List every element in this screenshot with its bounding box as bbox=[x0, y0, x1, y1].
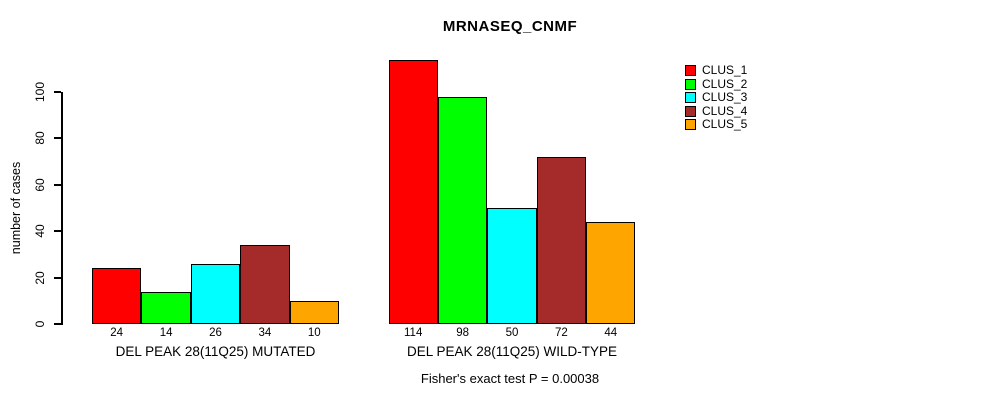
bar-value-label: 98 bbox=[456, 327, 469, 339]
legend-item-clus_1: CLUS_1 bbox=[685, 63, 748, 78]
legend-swatch-icon bbox=[685, 119, 696, 131]
legend-label: CLUS_2 bbox=[702, 76, 748, 91]
y-axis-tick-label: 20 bbox=[33, 270, 47, 285]
legend-swatch-icon bbox=[685, 92, 696, 104]
bar-clus_1 bbox=[92, 268, 142, 324]
legend-item-clus_2: CLUS_2 bbox=[685, 76, 748, 92]
bar-value-label: 50 bbox=[505, 327, 519, 339]
group-label: DEL PEAK 28(11Q25) WILD-TYPE bbox=[406, 344, 618, 359]
bar-clus_4 bbox=[536, 156, 587, 324]
group-label: DEL PEAK 28(11Q25) MUTATED bbox=[115, 344, 316, 359]
bar-clus_4 bbox=[240, 245, 290, 324]
bar-clus_3 bbox=[487, 208, 537, 324]
bar-clus_5 bbox=[289, 300, 339, 324]
bar-value-label: 24 bbox=[110, 327, 124, 339]
legend-label: CLUS_1 bbox=[702, 63, 748, 77]
legend-label: CLUS_5 bbox=[702, 117, 748, 131]
y-axis-tick bbox=[54, 183, 61, 186]
legend-label: CLUS_3 bbox=[702, 90, 748, 104]
bar-clus_3 bbox=[190, 263, 241, 324]
y-axis-tick-label: 100 bbox=[33, 81, 47, 103]
y-axis-tick bbox=[54, 91, 61, 93]
bar-value-label: 34 bbox=[258, 327, 272, 339]
legend-item-clus_4: CLUS_4 bbox=[685, 103, 748, 119]
legend-item-clus_3: CLUS_3 bbox=[685, 90, 748, 105]
y-axis-tick bbox=[54, 230, 61, 233]
y-axis-tick-label: 0 bbox=[33, 320, 47, 328]
bar-clus_2 bbox=[437, 96, 488, 324]
y-axis-tick-label: 60 bbox=[33, 178, 47, 192]
bar-value-label: 14 bbox=[159, 327, 173, 339]
bar-value-label: 72 bbox=[554, 327, 568, 339]
legend-item-clus_5: CLUS_5 bbox=[685, 117, 748, 132]
y-axis-title: number of cases bbox=[9, 161, 23, 255]
bar-value-label: 10 bbox=[307, 327, 321, 339]
bar-value-label: 26 bbox=[209, 327, 222, 339]
bar-value-label: 44 bbox=[604, 327, 618, 339]
bar-clus_2 bbox=[141, 291, 191, 324]
fisher-test-annotation: Fisher's exact test P = 0.00038 bbox=[420, 371, 600, 386]
legend: CLUS_1 CLUS_2 CLUS_3 CLUS_4 CLUS_5 bbox=[685, 63, 748, 132]
y-axis-tick bbox=[54, 137, 61, 140]
bar-value-label: 114 bbox=[404, 327, 423, 339]
chart-title: MRNASEQ_CNMF bbox=[442, 18, 578, 35]
legend-swatch-icon bbox=[685, 78, 696, 90]
bar-clus_5 bbox=[586, 221, 636, 324]
legend-swatch-icon bbox=[685, 65, 696, 77]
y-axis-tick-label: 40 bbox=[33, 224, 47, 238]
bar-clus_1 bbox=[388, 59, 438, 324]
y-axis-line bbox=[61, 92, 63, 325]
legend-swatch-icon bbox=[685, 105, 696, 117]
y-axis-tick bbox=[54, 276, 61, 279]
y-axis-tick-label: 80 bbox=[33, 131, 47, 146]
legend-label: CLUS_4 bbox=[702, 103, 748, 118]
y-axis-tick bbox=[54, 323, 61, 325]
